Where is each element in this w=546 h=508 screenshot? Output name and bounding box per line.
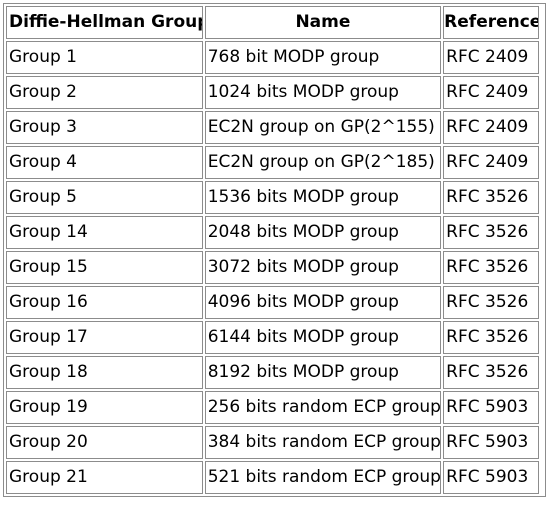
table-row: Group 16 4096 bits MODP group RFC 3526 (6, 286, 539, 319)
table-row: Group 4 EC2N group on GP(2^185) RFC 2409 (6, 146, 539, 179)
table-row: Group 20 384 bits random ECP group RFC 5… (6, 426, 539, 459)
cell-reference: RFC 5903 (443, 461, 539, 494)
cell-group: Group 18 (6, 356, 203, 389)
cell-name: EC2N group on GP(2^185) (204, 146, 442, 179)
cell-reference: RFC 3526 (443, 321, 539, 354)
cell-group: Group 19 (6, 391, 203, 424)
cell-group: Group 5 (6, 181, 203, 214)
header-dh-group: Diffie-Hellman Group (6, 6, 203, 39)
cell-reference: RFC 2409 (443, 41, 539, 74)
table-row: Group 5 1536 bits MODP group RFC 3526 (6, 181, 539, 214)
cell-name: 1024 bits MODP group (204, 76, 442, 109)
cell-reference: RFC 5903 (443, 391, 539, 424)
cell-group: Group 20 (6, 426, 203, 459)
cell-group: Group 1 (6, 41, 203, 74)
table-row: Group 18 8192 bits MODP group RFC 3526 (6, 356, 539, 389)
cell-name: 4096 bits MODP group (204, 286, 442, 319)
table-row: Group 1 768 bit MODP group RFC 2409 (6, 41, 539, 74)
table-row: Group 19 256 bits random ECP group RFC 5… (6, 391, 539, 424)
cell-group: Group 4 (6, 146, 203, 179)
cell-reference: RFC 2409 (443, 146, 539, 179)
table-row: Group 17 6144 bits MODP group RFC 3526 (6, 321, 539, 354)
cell-name: 6144 bits MODP group (204, 321, 442, 354)
cell-reference: RFC 2409 (443, 76, 539, 109)
cell-name: 2048 bits MODP group (204, 216, 442, 249)
cell-reference: RFC 3526 (443, 356, 539, 389)
cell-name: 384 bits random ECP group (204, 426, 442, 459)
cell-name: 1536 bits MODP group (204, 181, 442, 214)
table-row: Group 3 EC2N group on GP(2^155) RFC 2409 (6, 111, 539, 144)
cell-group: Group 21 (6, 461, 203, 494)
table-row: Group 15 3072 bits MODP group RFC 3526 (6, 251, 539, 284)
cell-name: 521 bits random ECP group (204, 461, 442, 494)
table-row: Group 2 1024 bits MODP group RFC 2409 (6, 76, 539, 109)
cell-name: EC2N group on GP(2^155) (204, 111, 442, 144)
dh-groups-table: Diffie-Hellman Group Name Reference Grou… (4, 4, 541, 496)
cell-reference: RFC 2409 (443, 111, 539, 144)
table-row: Group 21 521 bits random ECP group RFC 5… (6, 461, 539, 494)
cell-group: Group 2 (6, 76, 203, 109)
cell-reference: RFC 5903 (443, 426, 539, 459)
header-name: Name (204, 6, 442, 39)
cell-name: 256 bits random ECP group (204, 391, 442, 424)
header-reference: Reference (443, 6, 539, 39)
cell-group: Group 16 (6, 286, 203, 319)
cell-group: Group 14 (6, 216, 203, 249)
table-row: Group 14 2048 bits MODP group RFC 3526 (6, 216, 539, 249)
cell-group: Group 3 (6, 111, 203, 144)
cell-reference: RFC 3526 (443, 216, 539, 249)
cell-group: Group 15 (6, 251, 203, 284)
cell-name: 3072 bits MODP group (204, 251, 442, 284)
cell-group: Group 17 (6, 321, 203, 354)
cell-name: 8192 bits MODP group (204, 356, 442, 389)
table-header-row: Diffie-Hellman Group Name Reference (6, 6, 539, 39)
cell-reference: RFC 3526 (443, 181, 539, 214)
cell-reference: RFC 3526 (443, 251, 539, 284)
dh-groups-table-frame: Diffie-Hellman Group Name Reference Grou… (3, 3, 546, 497)
cell-reference: RFC 3526 (443, 286, 539, 319)
cell-name: 768 bit MODP group (204, 41, 442, 74)
